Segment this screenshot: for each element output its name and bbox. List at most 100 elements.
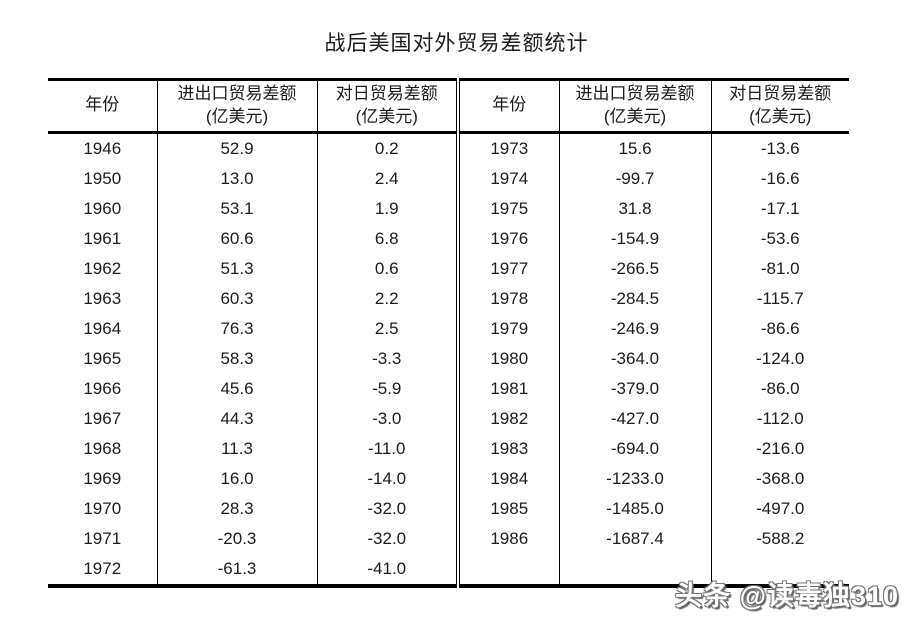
cell-year-left: 1965 bbox=[83, 348, 122, 368]
cell-trade-balance-right: 15.6 bbox=[558, 132, 711, 164]
cell-year-right bbox=[456, 553, 559, 586]
cell-year-left: 1960 bbox=[83, 198, 122, 218]
cell-trade-balance-right: -266.5 bbox=[558, 253, 711, 284]
cell-japan-balance-right: -368.0 bbox=[710, 463, 849, 494]
cell-year-left: 1969 bbox=[83, 468, 122, 488]
cell-trade-balance-left: 11.3 bbox=[156, 433, 317, 464]
cell-year-right: 1982 bbox=[456, 403, 559, 434]
cell-year-left: 1966 bbox=[83, 378, 122, 398]
table-row: 1961 60.6 6.8 1976 -154.9 -53.6 bbox=[48, 223, 849, 254]
cell-year-right: 1977 bbox=[456, 253, 559, 284]
header-trade-balance-right-line1: 进出口贸易差额 bbox=[575, 84, 695, 103]
cell-trade-balance-right: -99.7 bbox=[558, 163, 711, 194]
cell-japan-balance-left: 0.6 bbox=[316, 253, 458, 284]
table-row: 1966 45.6 -5.9 1981 -379.0 -86.0 bbox=[48, 373, 849, 404]
cell-trade-balance-left: -20.3 bbox=[156, 523, 317, 554]
cell-year-right: 1986 bbox=[456, 523, 559, 554]
cell-japan-balance-left: 2.4 bbox=[316, 163, 458, 194]
table-row: 1950 13.0 2.4 1974 -99.7 -16.6 bbox=[48, 163, 849, 194]
cell-japan-balance-left: -11.0 bbox=[316, 433, 458, 464]
cell-trade-balance-right: -379.0 bbox=[558, 373, 711, 404]
table-row: 1971 -20.3 -32.0 1986 -1687.4 -588.2 bbox=[48, 523, 849, 554]
cell-trade-balance-right: -364.0 bbox=[558, 343, 711, 374]
cell-japan-balance-left: 1.9 bbox=[316, 193, 458, 224]
cell-trade-balance-left: 52.9 bbox=[156, 132, 317, 164]
cell-year-right: 1976 bbox=[456, 223, 559, 254]
cell-trade-balance-right: -246.9 bbox=[558, 313, 711, 344]
table-row: 1960 53.1 1.9 1975 31.8 -17.1 bbox=[48, 193, 849, 224]
cell-trade-balance-left: 13.0 bbox=[156, 163, 317, 194]
cell-trade-balance-left: 76.3 bbox=[156, 313, 317, 344]
cell-trade-balance-left: 16.0 bbox=[156, 463, 317, 494]
header-trade-balance-right: 进出口贸易差额 (亿美元) bbox=[558, 79, 711, 134]
cell-trade-balance-left: 45.6 bbox=[156, 373, 317, 404]
cell-japan-balance-left: -32.0 bbox=[316, 523, 458, 554]
cell-japan-balance-right: -81.0 bbox=[710, 253, 849, 284]
cell-year-right: 1985 bbox=[456, 493, 559, 524]
cell-japan-balance-left: -41.0 bbox=[316, 553, 458, 586]
table-body: 1946 52.9 0.2 1973 15.6 -13.6 1950 13.0 … bbox=[48, 132, 849, 586]
table-row: 1967 44.3 -3.0 1982 -427.0 -112.0 bbox=[48, 403, 849, 434]
cell-japan-balance-right: -112.0 bbox=[710, 403, 849, 434]
cell-year-left: 1946 bbox=[83, 138, 122, 158]
cell-trade-balance-right: -1687.4 bbox=[558, 523, 711, 554]
cell-year-right: 1973 bbox=[456, 132, 559, 164]
cell-japan-balance-right: -588.2 bbox=[710, 523, 849, 554]
cell-japan-balance-right: -86.0 bbox=[710, 373, 849, 404]
table-row: 1968 11.3 -11.0 1983 -694.0 -216.0 bbox=[48, 433, 849, 464]
cell-trade-balance-left: 44.3 bbox=[156, 403, 317, 434]
table-row: 1965 58.3 -3.3 1980 -364.0 -124.0 bbox=[48, 343, 849, 374]
cell-year-left: 1962 bbox=[83, 258, 122, 278]
cell-trade-balance-left: -61.3 bbox=[156, 553, 317, 586]
cell-year-right: 1984 bbox=[456, 463, 559, 494]
cell-japan-balance-right: -216.0 bbox=[710, 433, 849, 464]
header-trade-balance-left-line1: 进出口贸易差额 bbox=[177, 84, 297, 103]
cell-japan-balance-left: 2.5 bbox=[316, 313, 458, 344]
cell-japan-balance-left: 0.2 bbox=[316, 132, 458, 164]
cell-year-right: 1974 bbox=[456, 163, 559, 194]
header-japan-balance-left-line1: 对日贸易差额 bbox=[335, 84, 438, 103]
cell-year-left: 1972 bbox=[83, 558, 122, 578]
cell-japan-balance-left: -14.0 bbox=[316, 463, 458, 494]
cell-trade-balance-right: 31.8 bbox=[558, 193, 711, 224]
cell-japan-balance-right: -53.6 bbox=[710, 223, 849, 254]
cell-japan-balance-right: -86.6 bbox=[710, 313, 849, 344]
cell-year-left: 1950 bbox=[83, 168, 122, 188]
cell-year-right: 1983 bbox=[456, 433, 559, 464]
cell-trade-balance-right: -694.0 bbox=[558, 433, 711, 464]
cell-trade-balance-right: -154.9 bbox=[558, 223, 711, 254]
table-row: 1964 76.3 2.5 1979 -246.9 -86.6 bbox=[48, 313, 849, 344]
cell-japan-balance-right: -497.0 bbox=[710, 493, 849, 524]
cell-japan-balance-left: -5.9 bbox=[316, 373, 458, 404]
header-trade-balance-left: 进出口贸易差额 (亿美元) bbox=[156, 79, 317, 134]
header-japan-balance-right-unit: (亿美元) bbox=[749, 106, 812, 126]
table-row: 1946 52.9 0.2 1973 15.6 -13.6 bbox=[48, 132, 849, 164]
cell-year-left: 1968 bbox=[83, 438, 122, 458]
table-row: 1963 60.3 2.2 1978 -284.5 -115.7 bbox=[48, 283, 849, 314]
table-row: 1969 16.0 -14.0 1984 -1233.0 -368.0 bbox=[48, 463, 849, 494]
cell-trade-balance-left: 60.3 bbox=[156, 283, 317, 314]
cell-trade-balance-left: 58.3 bbox=[156, 343, 317, 374]
cell-trade-balance-right: -1485.0 bbox=[558, 493, 711, 524]
header-year-right: 年份 bbox=[456, 79, 559, 134]
cell-year-right: 1981 bbox=[456, 373, 559, 404]
cell-year-right: 1980 bbox=[456, 343, 559, 374]
cell-year-left: 1967 bbox=[83, 408, 122, 428]
table-row: 1972 -61.3 -41.0 bbox=[48, 553, 849, 586]
cell-trade-balance-right: -427.0 bbox=[558, 403, 711, 434]
cell-japan-balance-right: -124.0 bbox=[710, 343, 849, 374]
cell-year-left: 1961 bbox=[83, 228, 122, 248]
cell-trade-balance-right bbox=[558, 553, 711, 586]
cell-year-right: 1978 bbox=[456, 283, 559, 314]
table-header-row: 年份 进出口贸易差额 (亿美元) 对日贸易差额 (亿美元) 年份 进出口贸易差额… bbox=[48, 79, 849, 134]
watermark: 头条 @读毒独310 bbox=[675, 581, 899, 611]
cell-trade-balance-left: 51.3 bbox=[156, 253, 317, 284]
cell-year-left: 1970 bbox=[83, 498, 122, 518]
cell-year-left: 1963 bbox=[83, 288, 122, 308]
header-japan-balance-right: 对日贸易差额 (亿美元) bbox=[710, 79, 849, 134]
cell-year-right: 1975 bbox=[456, 193, 559, 224]
header-japan-balance-left-unit: (亿美元) bbox=[355, 106, 418, 126]
header-trade-balance-right-unit: (亿美元) bbox=[603, 106, 667, 126]
cell-japan-balance-left: 6.8 bbox=[316, 223, 458, 254]
cell-trade-balance-left: 60.6 bbox=[156, 223, 317, 254]
